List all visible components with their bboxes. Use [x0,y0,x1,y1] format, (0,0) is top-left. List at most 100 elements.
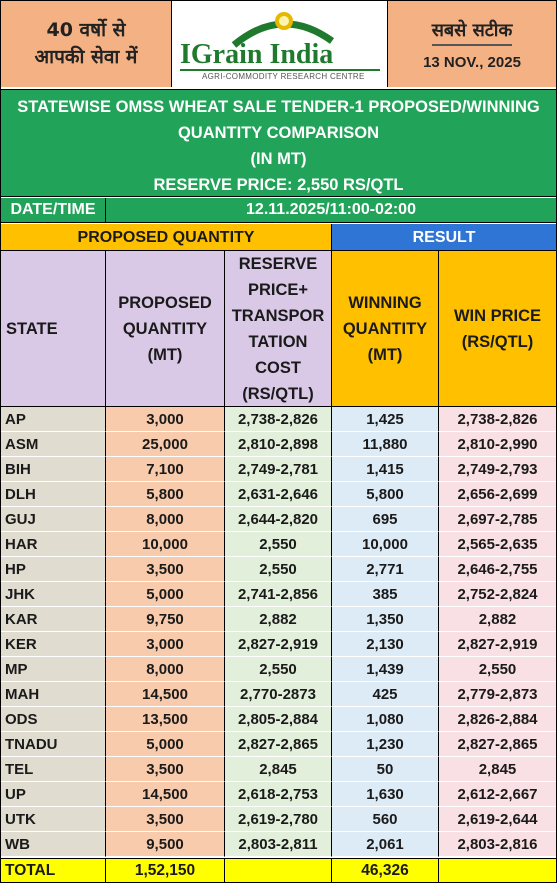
cell-win-price: 2,738-2,826 [439,407,556,432]
cell-reserve-price: 2,741-2,856 [225,582,332,607]
column-header-proposed: PROPOSED QUANTITY (MT) [106,251,225,407]
cell-state: HP [1,557,106,582]
cell-proposed: 14,500 [106,782,225,807]
cell-proposed: 7,100 [106,457,225,482]
cell-proposed: 3,500 [106,757,225,782]
table-row: KAR 9,750 2,882 1,350 2,882 [1,607,556,632]
table-row: ODS 13,500 2,805-2,884 1,080 2,826-2,884 [1,707,556,732]
cell-proposed: 25,000 [106,432,225,457]
logo-subtitle: AGRI-COMMODITY RESEARCH CENTRE [202,72,365,81]
table-row: ASM 25,000 2,810-2,898 11,880 2,810-2,990 [1,432,556,457]
cell-win-price: 2,749-2,793 [439,457,556,482]
cell-state: ODS [1,707,106,732]
cell-win-price: 2,565-2,635 [439,532,556,557]
cell-state: JHK [1,582,106,607]
cell-reserve-price: 2,631-2,646 [225,482,332,507]
datetime-row: DATE/TIME 12.11.2025/11:00-02:00 [1,198,556,223]
logo-title: IGrain India [180,39,334,70]
table-row: MP 8,000 2,550 1,439 2,550 [1,657,556,682]
table-row: UP 14,500 2,618-2,753 1,630 2,612-2,667 [1,782,556,807]
cell-reserve-price: 2,810-2,898 [225,432,332,457]
cell-winning: 385 [332,582,439,607]
total-proposed: 1,52,150 [106,859,225,882]
table-row: TNADU 5,000 2,827-2,865 1,230 2,827-2,865 [1,732,556,757]
total-win-price-empty [439,859,556,882]
column-header-winning-line: WINNING [348,293,422,312]
cell-state: KER [1,632,106,657]
total-winning: 46,326 [332,859,439,882]
cell-win-price: 2,803-2,816 [439,832,556,857]
column-header-reserve-line: COST [255,358,301,377]
cell-state: BIH [1,457,106,482]
cell-win-price: 2,810-2,990 [439,432,556,457]
datetime-label: DATE/TIME [1,198,106,222]
cell-proposed: 5,800 [106,482,225,507]
tagline-line1: 40 वर्षो से [46,19,126,41]
table-row: HAR 10,000 2,550 10,000 2,565-2,635 [1,532,556,557]
section-proposed-quantity: PROPOSED QUANTITY [1,224,332,251]
cell-proposed: 8,000 [106,507,225,532]
cell-win-price: 2,550 [439,657,556,682]
cell-winning: 1,630 [332,782,439,807]
title-line2: QUANTITY COMPARISON [177,124,380,142]
cell-proposed: 3,500 [106,807,225,832]
cell-win-price: 2,612-2,667 [439,782,556,807]
table-row: BIH 7,100 2,749-2,781 1,415 2,749-2,793 [1,457,556,482]
cell-state: MP [1,657,106,682]
cell-reserve-price: 2,803-2,811 [225,832,332,857]
tagline-line2: आपकी सेवा में [34,46,138,68]
cell-reserve-price: 2,770-2873 [225,682,332,707]
cell-winning: 5,800 [332,482,439,507]
table-row: MAH 14,500 2,770-2873 425 2,779-2,873 [1,682,556,707]
cell-proposed: 3,000 [106,632,225,657]
cell-win-price: 2,697-2,785 [439,507,556,532]
column-header-proposed-line: QUANTITY [122,319,208,338]
cell-winning: 1,350 [332,607,439,632]
cell-win-price: 2,656-2,699 [439,482,556,507]
cell-reserve-price: 2,749-2,781 [225,457,332,482]
cell-winning: 2,130 [332,632,439,657]
column-header-proposed-line: (MT) [147,345,183,364]
logo: IGrain India AGRI-COMMODITY RESEARCH CEN… [172,1,388,87]
report-date: 13 NOV., 2025 [423,53,521,71]
datetime-value: 12.11.2025/11:00-02:00 [246,201,416,218]
cell-win-price: 2,826-2,884 [439,707,556,732]
title-line3: (IN MT) [250,150,307,168]
table-row: DLH 5,800 2,631-2,646 5,800 2,656-2,699 [1,482,556,507]
cell-winning: 425 [332,682,439,707]
cell-winning: 2,771 [332,557,439,582]
cell-reserve-price: 2,618-2,753 [225,782,332,807]
cell-reserve-price: 2,550 [225,532,332,557]
cell-proposed: 14,500 [106,682,225,707]
cell-state: UP [1,782,106,807]
column-header-win-price-line: WIN PRICE [453,306,542,325]
column-header-reserve-line: TATION [248,332,308,351]
total-row: TOTAL 1,52,150 46,326 [1,858,556,882]
column-header-reserve-line: PRICE+ [247,280,309,299]
column-header-win-price: WIN PRICE (RS/QTL) [439,251,556,407]
column-header-reserve-line: RESERVE [238,254,318,273]
cell-win-price: 2,752-2,824 [439,582,556,607]
cell-state: TNADU [1,732,106,757]
cell-win-price: 2,646-2,755 [439,557,556,582]
table-title: STATEWISE OMSS WHEAT SALE TENDER-1 PROPO… [1,89,556,197]
cell-state: GUJ [1,507,106,532]
header-left-tagline: 40 वर्षो से आपकी सेवा में [1,1,172,87]
table-body: AP 3,000 2,738-2,826 1,425 2,738-2,826 ASM 25,… [1,407,556,857]
cell-proposed: 5,000 [106,582,225,607]
cell-winning: 10,000 [332,532,439,557]
column-header-reserve-line: TRANSPOR [231,306,325,325]
cell-reserve-price: 2,550 [225,657,332,682]
cell-proposed: 10,000 [106,532,225,557]
cell-reserve-price: 2,550 [225,557,332,582]
cell-winning: 11,880 [332,432,439,457]
column-header-state-label: STATE [6,319,58,338]
cell-win-price: 2,827-2,919 [439,632,556,657]
cell-reserve-price: 2,827-2,865 [225,732,332,757]
total-label: TOTAL [1,859,106,882]
cell-reserve-price: 2,644-2,820 [225,507,332,532]
cell-win-price: 2,827-2,865 [439,732,556,757]
table-row: HP 3,500 2,550 2,771 2,646-2,755 [1,557,556,582]
cell-state: DLH [1,482,106,507]
cell-reserve-price: 2,827-2,919 [225,632,332,657]
